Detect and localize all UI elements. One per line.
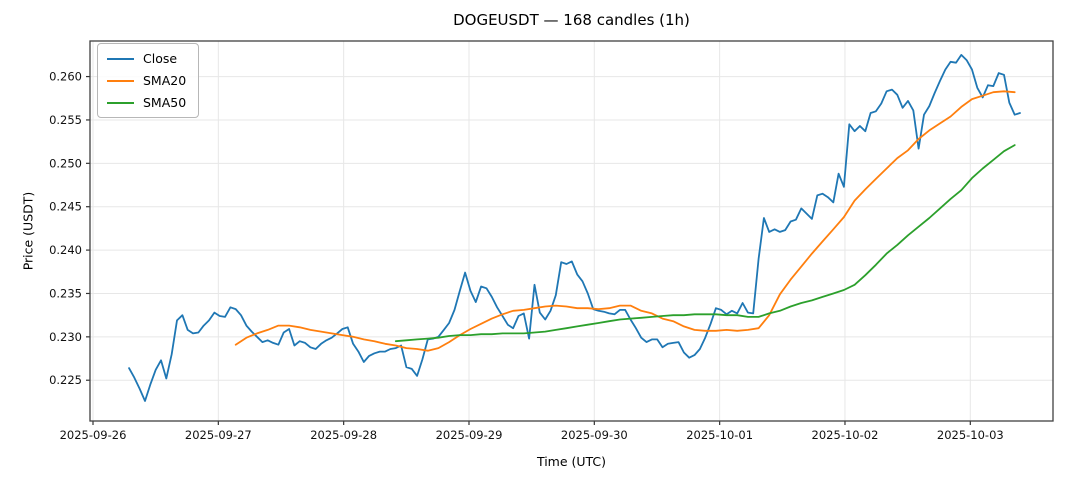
x-tick-label: 2025-10-01 [686, 428, 753, 442]
legend: Close SMA20 SMA50 [97, 43, 200, 118]
y-tick-label: 0.245 [49, 200, 82, 214]
y-tick-label: 0.235 [49, 286, 82, 300]
x-tick-label: 2025-09-30 [561, 428, 628, 442]
close-line-swatch [107, 57, 134, 60]
legend-label-sma50: SMA50 [143, 95, 187, 110]
legend-label-close: Close [143, 51, 178, 66]
y-tick-label: 0.260 [49, 70, 82, 84]
y-tick-label: 0.225 [49, 373, 82, 387]
x-tick-label: 2025-09-29 [436, 428, 503, 442]
x-axis-label: Time (UTC) [536, 454, 607, 469]
legend-item-sma50: SMA50 [107, 95, 186, 110]
chart-title: DOGEUSDT — 168 candles (1h) [453, 11, 690, 29]
y-tick-label: 0.255 [49, 113, 82, 127]
sma20-line-swatch [107, 79, 134, 82]
sma50-line [394, 144, 1016, 343]
y-tick-label: 0.250 [49, 156, 82, 170]
x-tick-label: 2025-09-28 [310, 428, 377, 442]
x-tick-label: 2025-10-03 [937, 428, 1004, 442]
y-tick-label: 0.230 [49, 330, 82, 344]
plot-frame [89, 40, 1054, 422]
x-tick-label: 2025-10-02 [812, 428, 879, 442]
y-tick-label: 0.240 [49, 243, 82, 257]
sma20-line [234, 90, 1016, 352]
legend-label-sma20: SMA20 [143, 73, 187, 88]
x-tick-label: 2025-09-26 [60, 428, 127, 442]
x-tick-label: 2025-09-27 [185, 428, 252, 442]
close-line [128, 54, 1021, 402]
legend-item-sma20: SMA20 [107, 73, 186, 88]
sma50-line-swatch [107, 101, 134, 104]
legend-item-close: Close [107, 51, 186, 66]
